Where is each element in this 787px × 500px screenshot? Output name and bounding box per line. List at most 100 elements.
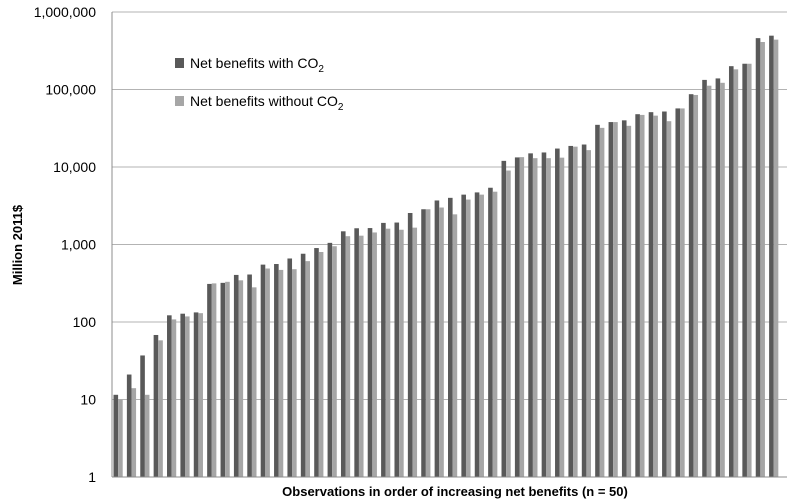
bar-without-co2	[211, 283, 217, 477]
bar-without-co2	[680, 108, 685, 477]
bar-without-co2	[639, 114, 645, 477]
bar-without-co2	[706, 85, 712, 477]
bar-without-co2	[238, 280, 244, 477]
bar-without-co2	[399, 229, 404, 477]
bar-without-co2	[318, 252, 324, 477]
bar-with-co2	[501, 160, 507, 477]
bar-with-co2	[274, 264, 279, 477]
bar-without-co2	[439, 207, 444, 477]
bar-with-co2	[314, 248, 319, 477]
bar-with-co2	[407, 212, 413, 477]
bar-without-co2	[506, 170, 511, 477]
y-tick-label: 1,000,000	[34, 4, 96, 20]
bar-with-co2	[648, 112, 654, 477]
bar-with-co2	[260, 264, 266, 477]
bar-without-co2	[225, 281, 230, 477]
y-tick-label: 10	[80, 392, 96, 408]
bar-without-co2	[626, 125, 632, 477]
bar-without-co2	[465, 199, 471, 477]
legend-label-with-co2: Net benefits with CO2	[190, 55, 324, 75]
bar-with-co2	[140, 355, 145, 477]
bar-with-co2	[153, 334, 159, 477]
bar-without-co2	[385, 228, 391, 477]
bar-with-co2	[688, 94, 694, 477]
bar-without-co2	[519, 157, 525, 477]
bar-with-co2	[287, 258, 293, 477]
y-tick-labels: 1 10 100 1,000 10,000 100,000 1,000,000	[34, 4, 97, 485]
bar-with-co2	[193, 312, 199, 477]
bar-with-co2	[394, 222, 400, 477]
legend: Net benefits with CO2 Net benefits witho…	[175, 55, 344, 113]
bar-without-co2	[292, 269, 297, 477]
bar-with-co2	[300, 253, 306, 477]
bar-without-co2	[746, 63, 752, 477]
bar-without-co2	[412, 227, 418, 477]
y-axis-title: Million 2011$	[10, 204, 25, 285]
bar-with-co2	[702, 79, 707, 478]
bar-with-co2	[126, 374, 132, 477]
bar-without-co2	[532, 158, 538, 478]
bar-with-co2	[340, 231, 346, 477]
bar-without-co2	[185, 316, 190, 477]
bar-with-co2	[742, 63, 747, 477]
bar-without-co2	[613, 122, 618, 477]
bar-with-co2	[528, 153, 533, 478]
bar-with-co2	[233, 274, 239, 477]
bar-without-co2	[573, 146, 578, 477]
bar-with-co2	[608, 122, 614, 477]
bar-with-co2	[247, 274, 252, 477]
y-tick-label: 1,000	[61, 237, 96, 253]
bar-without-co2	[546, 158, 551, 478]
bar-without-co2	[559, 157, 565, 477]
bar-without-co2	[760, 42, 765, 478]
bar-with-co2	[220, 282, 226, 477]
bar-without-co2	[372, 232, 377, 477]
bar-with-co2	[755, 38, 761, 478]
y-tick-label: 10,000	[53, 159, 96, 175]
bar-with-co2	[715, 78, 721, 477]
bar-with-co2	[461, 194, 466, 477]
bar-without-co2	[251, 287, 257, 477]
bar-with-co2	[635, 114, 640, 478]
x-axis-title: Observations in order of increasing net …	[282, 484, 628, 499]
bar-with-co2	[381, 222, 386, 477]
bar-with-co2	[434, 200, 440, 478]
bar-without-co2	[198, 313, 203, 477]
legend-swatch-with-co2	[175, 58, 184, 68]
y-tick-label: 100	[73, 314, 97, 330]
bar-with-co2	[675, 108, 681, 477]
bar-without-co2	[131, 388, 137, 477]
y-tick-label: 100,000	[45, 82, 96, 98]
bar-with-co2	[595, 124, 600, 478]
bar-with-co2	[662, 111, 667, 478]
bar-with-co2	[354, 228, 359, 477]
bar-with-co2	[474, 192, 480, 477]
bar-without-co2	[773, 39, 779, 477]
bar-with-co2	[541, 152, 547, 477]
bar-with-co2	[327, 242, 333, 477]
bar-without-co2	[653, 115, 658, 478]
bar-with-co2	[421, 209, 426, 478]
bar-with-co2	[514, 157, 520, 478]
bar-without-co2	[479, 194, 484, 477]
bar-without-co2	[358, 235, 364, 477]
legend-swatch-without-co2	[175, 96, 184, 106]
bar-with-co2	[581, 144, 587, 477]
bar-without-co2	[666, 121, 672, 477]
bar-without-co2	[332, 246, 337, 477]
bar-with-co2	[167, 315, 172, 477]
bar-with-co2	[448, 197, 453, 478]
bar-without-co2	[586, 150, 591, 477]
bar-without-co2	[158, 340, 163, 477]
legend-label-without-co2: Net benefits without CO2	[190, 93, 344, 113]
bar-with-co2	[555, 148, 560, 477]
bar-without-co2	[452, 214, 458, 477]
bar-with-co2	[568, 145, 574, 477]
bar-without-co2	[733, 69, 739, 477]
bar-with-co2	[367, 228, 373, 477]
bar-without-co2	[720, 82, 725, 477]
bar-without-co2	[118, 399, 123, 477]
bar-without-co2	[693, 94, 699, 477]
bar-without-co2	[171, 319, 177, 477]
